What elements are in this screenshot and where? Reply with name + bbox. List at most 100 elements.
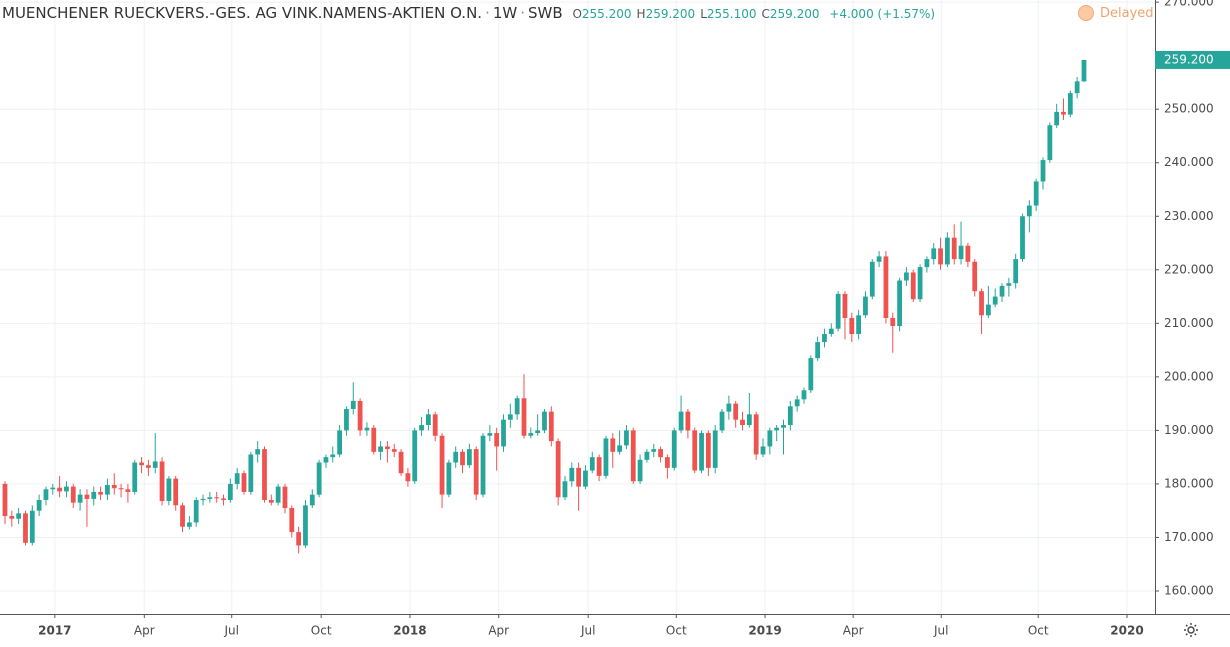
candle-body: [917, 267, 923, 300]
x-tick-label: Oct: [311, 624, 332, 638]
x-tick-label: Apr: [134, 624, 155, 638]
candle-body: [501, 419, 506, 447]
candle-body: [712, 430, 718, 468]
gear-hub: [1187, 626, 1195, 634]
candle-body: [398, 451, 404, 474]
candle-body: [637, 459, 643, 482]
candle-body: [234, 473, 240, 484]
x-tick-label: 2018: [393, 624, 426, 638]
candle-body: [972, 261, 978, 292]
candle-body: [207, 497, 213, 499]
x-tick-label: Oct: [1028, 624, 1049, 638]
candle-body: [132, 462, 138, 492]
candle-body: [1074, 81, 1080, 94]
ohlc-item: L255.100: [700, 7, 756, 21]
y-tick-label: 210.000: [1164, 316, 1214, 330]
candle-body: [883, 256, 889, 318]
candle-body: [480, 435, 486, 495]
x-tick-label: Oct: [666, 624, 687, 638]
settings-icon[interactable]: [1184, 623, 1198, 637]
candle-body: [794, 399, 800, 407]
ohlc-value: 255.200: [581, 7, 632, 21]
candle-body: [221, 498, 226, 500]
candle-body: [808, 358, 814, 391]
x-tick-label: 2017: [38, 624, 71, 638]
y-tick-label: 170.000: [1164, 530, 1214, 544]
candle-body: [57, 487, 63, 492]
candle-body: [453, 451, 459, 463]
candle-body: [685, 411, 691, 431]
candle-body: [186, 522, 192, 527]
candle-body: [303, 505, 308, 546]
ohlc-item: C259.200: [762, 7, 820, 21]
candle-body: [371, 427, 377, 452]
candle-body: [651, 449, 657, 452]
candle-body: [1047, 125, 1053, 161]
candle-body: [514, 398, 520, 415]
candle-body: [965, 245, 971, 262]
symbol-title: MUENCHENER RUECKVERS.-GES. AG VINK.NAMEN…: [2, 4, 483, 22]
candle-body: [787, 406, 793, 426]
candle-body: [227, 483, 233, 500]
candle-body: [84, 494, 90, 499]
candle-body: [344, 408, 349, 431]
candle-body: [822, 334, 827, 343]
candle-body: [473, 449, 479, 495]
candle-body: [781, 425, 786, 428]
candle-body: [658, 449, 663, 458]
candle-body: [9, 516, 15, 519]
candle-body: [904, 272, 909, 281]
candle-body: [16, 513, 22, 519]
candle-body: [323, 457, 329, 463]
candle-body: [385, 446, 390, 450]
candle-body: [118, 488, 124, 490]
candle-body: [91, 491, 97, 499]
candle-body: [439, 435, 445, 495]
candle-body: [740, 419, 745, 426]
candle-body: [705, 433, 711, 468]
candle-body: [603, 438, 609, 476]
candle-body: [507, 414, 513, 420]
candle-body: [774, 427, 780, 431]
candle-body: [425, 414, 431, 426]
candle-body: [726, 403, 732, 412]
candle-body: [487, 433, 493, 436]
x-tick-label: 2020: [1110, 624, 1143, 638]
candle-body: [596, 457, 602, 476]
y-tick-label: 160.000: [1164, 583, 1214, 597]
separator: ·: [485, 4, 490, 22]
candle-body: [446, 462, 452, 495]
x-tick-label: Apr: [843, 624, 864, 638]
candle-body: [316, 462, 322, 495]
candle-body: [405, 473, 411, 482]
x-tick-label: Jul: [580, 624, 595, 638]
candle-body: [610, 438, 616, 452]
candle-body: [98, 491, 103, 495]
candle-body: [931, 248, 937, 260]
candle-body: [835, 293, 841, 329]
delayed-badge[interactable]: Delayed: [1078, 5, 1154, 21]
candle-body: [548, 411, 554, 442]
y-tick-label: 270.000: [1164, 0, 1214, 9]
candle-body: [992, 296, 998, 305]
candle-body: [692, 430, 698, 471]
candle-body: [460, 451, 465, 466]
candle-body: [528, 433, 534, 436]
candle-body: [466, 449, 472, 466]
candle-body: [938, 248, 943, 265]
y-tick-label: 240.000: [1164, 155, 1214, 169]
ohlc-item: H259.200: [637, 7, 696, 21]
candle-body: [248, 454, 254, 492]
candle-body: [945, 237, 950, 265]
candle-body: [214, 497, 220, 499]
candle-body: [842, 293, 848, 318]
candle-body: [863, 296, 868, 316]
ohlc-value: 255.100: [706, 7, 757, 21]
ohlc-key: C: [761, 7, 770, 21]
candle-body: [958, 245, 964, 260]
candle-body: [111, 484, 117, 489]
candle-body: [193, 499, 199, 523]
candle-body: [262, 449, 267, 500]
interval: 1W: [492, 4, 518, 22]
